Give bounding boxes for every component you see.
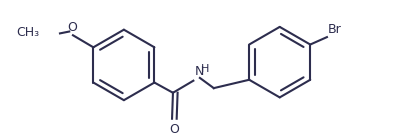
Text: N: N: [194, 65, 204, 78]
Text: H: H: [201, 64, 209, 74]
Text: CH₃: CH₃: [17, 26, 40, 39]
Text: O: O: [169, 123, 179, 136]
Text: O: O: [67, 21, 77, 34]
Text: Br: Br: [328, 23, 342, 36]
